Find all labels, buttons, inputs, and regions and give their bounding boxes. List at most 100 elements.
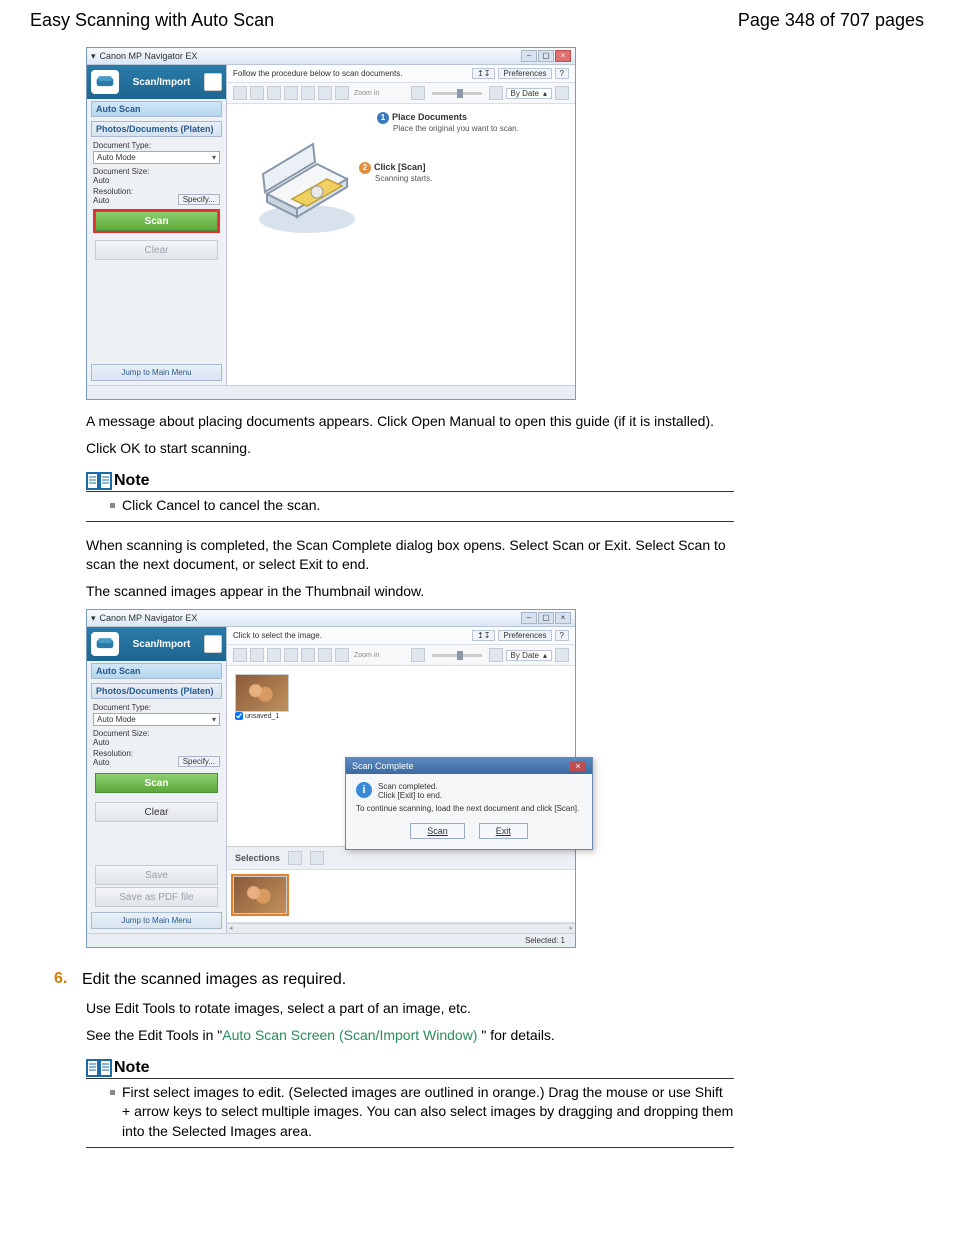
doc-type-select[interactable]: Auto Mode▾ bbox=[93, 151, 220, 164]
sort-select[interactable]: By Date▴ bbox=[506, 88, 552, 99]
calendar-icon[interactable] bbox=[204, 73, 222, 91]
sort-dir-icon[interactable] bbox=[555, 86, 569, 100]
tool-icon[interactable] bbox=[233, 86, 247, 100]
selected-count: Selected: 1 bbox=[525, 936, 565, 945]
clear-button[interactable]: Clear bbox=[95, 802, 218, 822]
thumbnail[interactable]: unsaved_1 bbox=[235, 674, 289, 720]
body-paragraph: A message about placing documents appear… bbox=[86, 412, 734, 431]
info-icon: i bbox=[356, 782, 372, 798]
close-icon[interactable]: × bbox=[555, 612, 571, 624]
screenshot-before-scan: ▾ Canon MP Navigator EX – ▢ × Scan/Impor… bbox=[86, 47, 576, 400]
scrollbar[interactable]: ◂▸ bbox=[227, 923, 575, 933]
tool-icon[interactable] bbox=[318, 648, 332, 662]
guide-button[interactable]: ↥↧ bbox=[472, 630, 495, 641]
window-titlebar: ▾ Canon MP Navigator EX – ▢ × bbox=[87, 610, 575, 627]
selections-panel: Selections ◂▸ bbox=[227, 846, 575, 933]
tool-icon[interactable] bbox=[267, 86, 281, 100]
preferences-button[interactable]: Preferences bbox=[498, 68, 551, 79]
sidebar: Scan/Import Auto Scan Photos/Documents (… bbox=[87, 65, 227, 385]
save-pdf-button[interactable]: Save as PDF file bbox=[95, 887, 218, 907]
tool-icon[interactable] bbox=[301, 86, 315, 100]
note-item: Click Cancel to cancel the scan. bbox=[110, 496, 734, 516]
step-number: 6. bbox=[54, 970, 74, 988]
thumbnail-area: unsaved_1 bbox=[227, 666, 575, 728]
thumb-small-icon[interactable] bbox=[411, 648, 425, 662]
thumb-large-icon[interactable] bbox=[489, 648, 503, 662]
selection-tool-icon[interactable] bbox=[310, 851, 324, 865]
doc-size-value: Auto bbox=[87, 738, 226, 747]
toolbar: Zoom in By Date▴ bbox=[227, 645, 575, 666]
selection-tool-icon[interactable] bbox=[288, 851, 302, 865]
maximize-icon[interactable]: ▢ bbox=[538, 612, 554, 624]
dialog-scan-button[interactable]: Scan bbox=[410, 823, 465, 839]
sort-dir-icon[interactable] bbox=[555, 648, 569, 662]
resolution-label: Resolution: bbox=[93, 185, 139, 196]
doc-type-select[interactable]: Auto Mode▾ bbox=[93, 713, 220, 726]
instruction-1: 1Place Documents Place the original you … bbox=[377, 112, 519, 133]
main-panel: Follow the procedure below to scan docum… bbox=[227, 65, 575, 385]
note-item: First select images to edit. (Selected i… bbox=[110, 1083, 734, 1142]
auto-scan-screen-link[interactable]: Auto Scan Screen (Scan/Import Window) bbox=[222, 1027, 477, 1043]
tool-icon[interactable] bbox=[318, 86, 332, 100]
scanner-icon bbox=[91, 632, 119, 656]
main-panel: Click to select the image. ↥↧ Preference… bbox=[227, 627, 575, 933]
selected-thumbnail[interactable] bbox=[233, 876, 287, 916]
save-button[interactable]: Save bbox=[95, 865, 218, 885]
tool-icon[interactable] bbox=[250, 648, 264, 662]
dialog-title: Scan Complete bbox=[352, 761, 414, 771]
tool-icon[interactable] bbox=[250, 86, 264, 100]
thumb-large-icon[interactable] bbox=[489, 86, 503, 100]
thumbnail-image bbox=[235, 674, 289, 712]
help-button[interactable]: ? bbox=[555, 630, 569, 641]
guide-button[interactable]: ↥↧ bbox=[472, 68, 495, 79]
scan-button[interactable]: Scan bbox=[95, 211, 218, 231]
app-icon: ▾ bbox=[91, 613, 96, 624]
dialog-close-icon[interactable]: × bbox=[570, 761, 586, 771]
sidebar-header: Scan/Import bbox=[87, 65, 226, 99]
preferences-button[interactable]: Preferences bbox=[498, 630, 551, 641]
tool-icon[interactable] bbox=[284, 648, 298, 662]
status-bar bbox=[87, 385, 575, 399]
jump-main-menu-button[interactable]: Jump to Main Menu bbox=[91, 364, 222, 381]
maximize-icon[interactable]: ▢ bbox=[538, 50, 554, 62]
thumbnail-image bbox=[233, 876, 287, 914]
note-block: Note Click Cancel to cancel the scan. bbox=[86, 472, 734, 523]
tab-auto-scan[interactable]: Auto Scan bbox=[91, 663, 222, 679]
tool-icon[interactable] bbox=[335, 86, 349, 100]
minimize-icon[interactable]: – bbox=[521, 612, 537, 624]
zoom-slider[interactable] bbox=[432, 92, 482, 95]
close-icon[interactable]: × bbox=[555, 50, 571, 62]
dialog-text: Click [Exit] to end. bbox=[378, 791, 442, 800]
tool-icon[interactable] bbox=[335, 648, 349, 662]
sidebar-mode-label: Scan/Import bbox=[133, 77, 191, 88]
specify-button[interactable]: Specify... bbox=[178, 756, 220, 767]
calendar-icon[interactable] bbox=[204, 635, 222, 653]
dialog-text: Scan completed. bbox=[378, 782, 442, 791]
instruction-2: 2Click [Scan] Scanning starts. bbox=[359, 162, 432, 183]
tool-icon[interactable] bbox=[233, 648, 247, 662]
zoom-slider[interactable] bbox=[432, 654, 482, 657]
jump-main-menu-button[interactable]: Jump to Main Menu bbox=[91, 912, 222, 929]
note-block: Note First select images to edit. (Selec… bbox=[86, 1059, 734, 1149]
tool-icon[interactable] bbox=[284, 86, 298, 100]
doc-size-label: Document Size: bbox=[87, 727, 226, 738]
page-counter: Page 348 of 707 pages bbox=[738, 10, 924, 31]
specify-button[interactable]: Specify... bbox=[178, 194, 220, 205]
dialog-exit-button[interactable]: Exit bbox=[479, 823, 528, 839]
tab-photos-documents[interactable]: Photos/Documents (Platen) bbox=[91, 683, 222, 699]
thumb-small-icon[interactable] bbox=[411, 86, 425, 100]
scan-button[interactable]: Scan bbox=[95, 773, 218, 793]
tool-icon[interactable] bbox=[301, 648, 315, 662]
clear-button[interactable]: Clear bbox=[95, 240, 218, 260]
tool-icon[interactable] bbox=[267, 648, 281, 662]
dialog-text: To continue scanning, load the next docu… bbox=[356, 804, 582, 813]
tab-photos-documents[interactable]: Photos/Documents (Platen) bbox=[91, 121, 222, 137]
thumbnail-checkbox[interactable] bbox=[235, 712, 243, 720]
tab-auto-scan[interactable]: Auto Scan bbox=[91, 101, 222, 117]
help-button[interactable]: ? bbox=[555, 68, 569, 79]
sidebar-header: Scan/Import bbox=[87, 627, 226, 661]
minimize-icon[interactable]: – bbox=[521, 50, 537, 62]
prompt-text: Click to select the image. bbox=[233, 631, 322, 640]
screenshot-after-scan: ▾ Canon MP Navigator EX – ▢ × Scan/Impor… bbox=[86, 609, 576, 948]
sort-select[interactable]: By Date▴ bbox=[506, 650, 552, 661]
